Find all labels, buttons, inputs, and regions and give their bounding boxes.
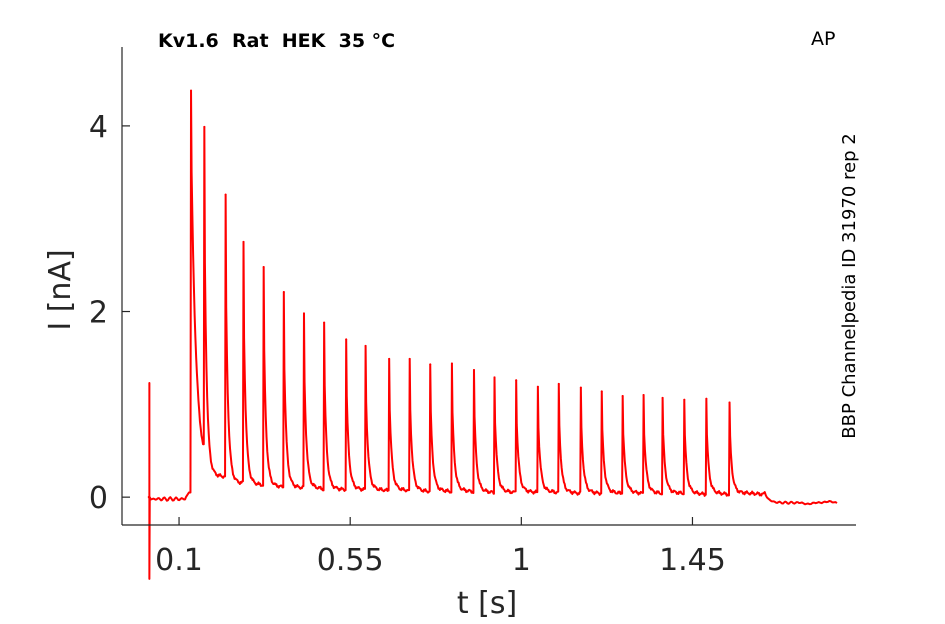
spike-peak-point [323,321,326,324]
x-tick-label: 0.1 [155,543,203,578]
x-tick-label: 1 [512,543,531,578]
x-tick-label: 1.45 [659,543,726,578]
y-tick-label: 4 [89,110,108,145]
spike-peak-point [705,397,708,400]
x-tick-label: 0.55 [317,543,384,578]
x-axis-ticks: 0.1 0.55 1 1.45 [155,517,726,578]
spike-peak-point [642,394,645,397]
spike-peak-point [282,291,285,294]
spike-peak-point [203,125,206,128]
y-axis-ticks: 0 2 4 [89,110,130,516]
spike-peak-point [224,193,227,196]
spike-peak-point [190,89,193,92]
spike-peak-point [364,344,367,347]
spike-peak-point [515,379,518,382]
corner-label: AP [811,28,835,50]
spike-peak-point [557,382,560,385]
spike-peak-point [262,265,265,268]
spike-peak-point [683,398,686,401]
spike-peak-point [408,357,411,360]
y-tick-label: 2 [89,296,108,331]
chart-title: Kv1.6 Rat HEK 35 °C [158,30,395,52]
spike-peak-point [242,240,245,243]
spike-peak-point [388,357,391,360]
y-axis-label: I [nA] [43,249,78,330]
y-tick-label: 0 [89,481,108,516]
spike-peak-point [472,368,475,371]
spike-peak-point [728,401,731,404]
spike-peak-point [621,394,624,397]
spike-peak-point [661,396,664,399]
current-trace-line [147,89,838,580]
spike-peak-point [450,362,453,365]
spike-peak-point [345,338,348,341]
spike-peak-point [302,312,305,315]
spike-peak-point [600,390,603,393]
x-axis-label: t [s] [457,586,517,621]
plot-area [147,89,838,580]
spike-peak-point [429,363,432,366]
side-label: BBP Channelpedia ID 31970 rep 2 [839,133,860,438]
spike-peak-point [579,386,582,389]
spike-peak-point [536,385,539,388]
spike-peak-point [493,376,496,379]
